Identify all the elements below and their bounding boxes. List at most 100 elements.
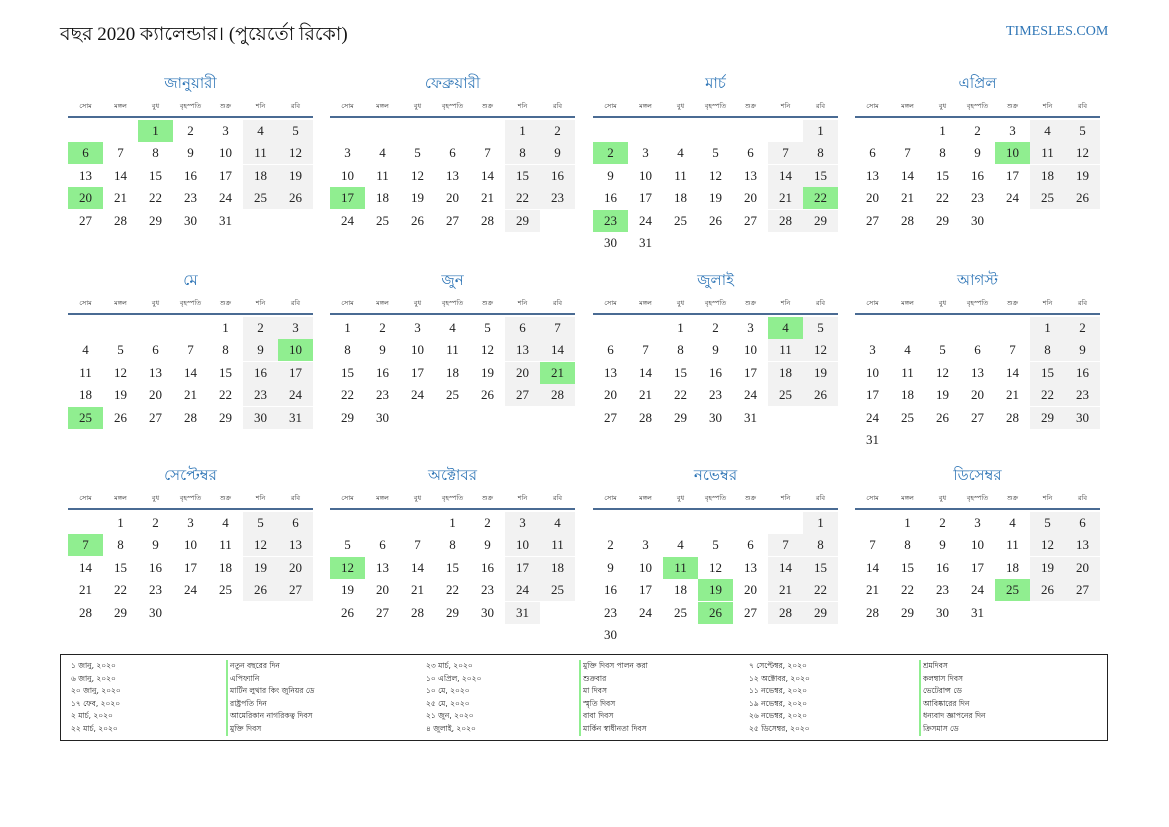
day-cell: 15 — [803, 556, 838, 579]
day-cell: 4 — [904, 342, 911, 358]
holiday-day-cell: 17 — [330, 187, 365, 210]
weekday-header: সোম মঙ্গল বুধ বৃহস্পতি শুক্র শনি রবি — [855, 293, 1100, 315]
day-cell: 28 — [411, 604, 424, 620]
holiday-date: ১২ অক্টোবর, ২০২০ — [749, 673, 810, 683]
weekday-label: শনি — [780, 102, 791, 110]
holiday-day-cell: 7 — [68, 534, 103, 557]
weekday-label: শনি — [1042, 299, 1053, 307]
weekday-label: সোম — [341, 494, 354, 502]
weekday-label: সোম — [604, 299, 617, 307]
day-cell: 16 — [709, 364, 722, 380]
days-grid: 1 2 3 4 5 6 7 8 9 10 11 12 13 14 15 16 17 18 19 20 21 22 23 24 2… — [855, 315, 1100, 447]
weekday-label: শনি — [780, 494, 791, 502]
weekday-label: সোম — [604, 102, 617, 110]
day-cell: 2 — [939, 515, 946, 530]
day-cell: 20 — [866, 190, 879, 206]
holiday-date: ৭ সেপ্টেম্বর, ২০২০ — [749, 661, 807, 670]
day-cell: 7 — [869, 537, 876, 553]
days-grid: 1 2 3 4 5 6 7 8 9 10 11 12 13 14 15 16 17 18 19 20 21 22 23 24 2… — [593, 118, 838, 250]
day-cell: 31 — [278, 406, 313, 429]
day-cell: 26 — [114, 409, 127, 425]
day-cell: 7 — [904, 145, 911, 161]
day-cell: 16 — [376, 364, 389, 380]
day-cell: 9 — [243, 339, 278, 362]
site-link[interactable]: TIMESLES.COM — [1006, 24, 1109, 39]
weekday-label: শুক্র — [1006, 299, 1019, 307]
day-cell: 10 — [639, 167, 652, 183]
month-name: অক্টোবর — [427, 468, 478, 484]
day-cell: 20 — [505, 361, 540, 384]
day-cell: 12 — [936, 364, 949, 380]
day-cell: 24 — [411, 387, 424, 403]
month-9: সেপ্টেম্বর সোম মঙ্গল বুধ বৃহস্পতি শুক্র শনি রবি… — [68, 464, 313, 642]
day-cell: 10 — [411, 342, 424, 358]
weekday-label: সোম — [866, 102, 879, 110]
day-cell: 13 — [744, 559, 757, 575]
day-cell: 20 — [604, 387, 617, 403]
day-cell: 23 — [149, 582, 162, 598]
day-cell: 22 — [803, 579, 838, 602]
days-grid: 1 2 3 4 5 6 7 8 9 10 11 12 13 14 15 16 17 18 19 20 21 22 23 24 2… — [593, 315, 838, 447]
day-cell: 6 — [607, 342, 614, 358]
day-cell: 13 — [376, 559, 389, 575]
day-cell: 29 — [114, 604, 127, 620]
day-cell: 11 — [901, 364, 914, 380]
day-cell: 13 — [1065, 534, 1100, 557]
holiday-name: ক্রিসমাস ডে — [923, 723, 959, 733]
day-cell: 20 — [744, 582, 757, 598]
day-cell: 12 — [803, 339, 838, 362]
day-cell: 11 — [1030, 142, 1065, 165]
day-cell: 25 — [901, 409, 914, 425]
holiday-date: ১০ এপ্রিল, ২০২০ — [426, 673, 482, 683]
day-cell: 11 — [674, 167, 687, 183]
weekday-label: রবি — [290, 102, 301, 110]
weekday-header: সোম মঙ্গল বুধ বৃহস্পতি শুক্র শনি রবি — [593, 488, 838, 510]
holiday-names-column-1: নতুন বছরের দিন এপিফ্যানি মার্টিন লুথার কিং… — [226, 660, 314, 736]
day-cell: 30 — [709, 409, 722, 425]
holiday-name: ধন্যবাদ জ্ঞাপনের দিন — [923, 711, 986, 721]
day-cell: 2 — [243, 317, 278, 339]
day-cell: 26 — [1030, 579, 1065, 602]
holiday-name: কলম্বাস দিবস — [923, 673, 963, 683]
days-grid: 1 2 3 4 5 6 7 8 9 10 11 12 13 14 15 16 17 18 19 20 21 22 23 24 2… — [330, 315, 575, 447]
day-cell: 19 — [341, 582, 354, 598]
day-cell: 6 — [505, 317, 540, 339]
weekday-label: মঙ্গল — [901, 299, 914, 307]
day-cell: 7 — [414, 537, 421, 553]
weekday-label: শুক্র — [219, 299, 232, 307]
day-cell: 8 — [152, 145, 159, 161]
day-cell: 9 — [484, 537, 491, 553]
holiday-dates-column-2: ২৩ মার্চ, ২০২০ ১০ এপ্রিল, ২০২০ ১০ মে, ২০২০… — [426, 660, 481, 736]
day-cell: 17 — [278, 361, 313, 384]
day-cell: 31 — [505, 601, 540, 624]
day-cell: 3 — [222, 123, 229, 138]
day-cell: 24 — [744, 387, 757, 403]
day-cell: 9 — [607, 559, 614, 575]
month-6: জুন সোম মঙ্গল বুধ বৃহস্পতি শুক্র শনি রবি 1 2 3 4 5 6 7… — [330, 269, 575, 447]
day-cell: 11 — [79, 364, 92, 380]
weekday-label: বৃহস্পতি — [179, 494, 202, 502]
day-cell: 13 — [866, 167, 879, 183]
holiday-list: ১ জানু, ২০২০ ৬ জানু, ২০২০ ২০ জানু, ২০২০ ১৭ … — [60, 654, 1108, 741]
weekday-label: শুক্র — [744, 494, 757, 502]
weekday-label: বুধ — [676, 102, 685, 110]
holiday-name: ভেটেরান্স ডে — [923, 686, 962, 696]
day-cell: 27 — [446, 212, 459, 228]
day-cell: 27 — [505, 384, 540, 407]
day-cell: 6 — [974, 342, 981, 358]
holiday-date: ২০ জানু, ২০২০ — [71, 686, 121, 696]
month-4: এপ্রিল সোম মঙ্গল বুধ বৃহস্পতি শুক্র শনি রবি 1 2 3 4… — [855, 72, 1100, 250]
holiday-day-cell: 2 — [593, 142, 628, 165]
weekday-label: বুধ — [151, 102, 160, 110]
day-cell: 2 — [1065, 317, 1100, 339]
days-grid: 1 2 3 4 5 6 7 8 9 10 11 12 13 14 15 16 17 18 19 20 21 22 23 24 2… — [855, 118, 1100, 250]
holiday-date: ২২ মার্চ, ২০২০ — [71, 723, 118, 733]
day-cell: 21 — [411, 582, 424, 598]
holiday-name: মুক্তি দিবস পালন করা — [583, 661, 648, 670]
weekday-label: সোম — [79, 299, 92, 307]
day-cell: 15 — [505, 164, 540, 187]
month-name: এপ্রিল — [958, 76, 997, 92]
day-cell: 18 — [219, 559, 232, 575]
day-cell: 23 — [604, 604, 617, 620]
day-cell: 14 — [114, 167, 127, 183]
